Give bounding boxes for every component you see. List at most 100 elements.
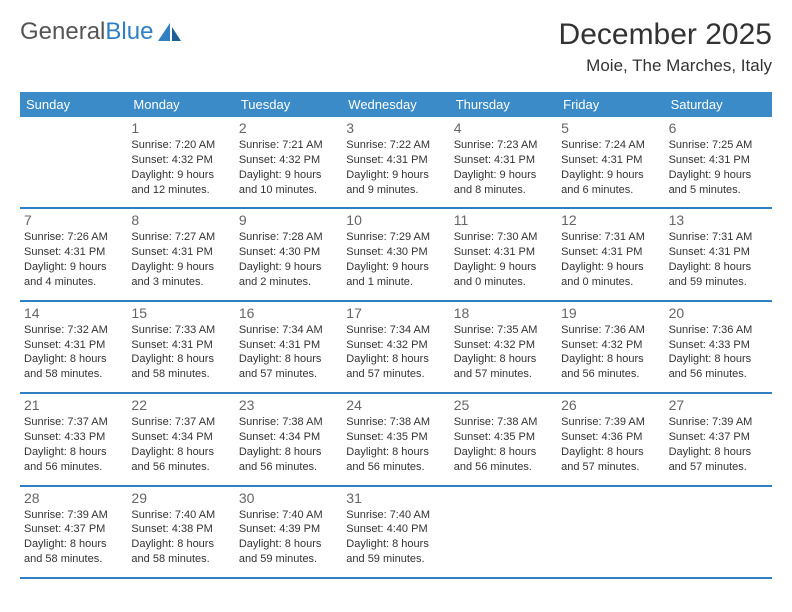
calendar-cell: 11 Sunrise: 7:30 AMSunset: 4:31 PMDayligh… — [450, 209, 557, 299]
logo-text: GeneralBlue — [20, 18, 153, 46]
info-line: Sunset: 4:31 PM — [561, 153, 660, 168]
day-headers-row: Sunday Monday Tuesday Wednesday Thursday… — [20, 92, 772, 117]
day-number: 28 — [24, 490, 123, 506]
day-header: Saturday — [665, 92, 772, 117]
info-line: Sunset: 4:31 PM — [131, 245, 230, 260]
info-line: Sunrise: 7:24 AM — [561, 138, 660, 153]
calendar-cell: 29Sunrise: 7:40 AMSunset: 4:38 PMDayligh… — [127, 487, 234, 577]
day-info: Sunrise: 7:40 AMSunset: 4:39 PMDaylight:… — [239, 508, 338, 567]
day-number: 11 — [454, 212, 553, 228]
info-line: and 56 minutes. — [561, 367, 660, 382]
calendar-cell: 23Sunrise: 7:38 AMSunset: 4:34 PMDayligh… — [235, 394, 342, 484]
weeks-container: 1Sunrise: 7:20 AMSunset: 4:32 PMDaylight… — [20, 117, 772, 579]
info-line: Sunrise: 7:20 AM — [131, 138, 230, 153]
info-line: and 56 minutes. — [346, 460, 445, 475]
info-line: Sunrise: 7:30 AM — [454, 230, 553, 245]
info-line: Daylight: 8 hours — [131, 537, 230, 552]
week-row: 7Sunrise: 7:26 AMSunset: 4:31 PMDaylight… — [20, 209, 772, 301]
day-info: Sunrise: 7:39 AMSunset: 4:37 PMDaylight:… — [24, 508, 123, 567]
day-info: Sunrise: 7:34 AMSunset: 4:31 PMDaylight:… — [239, 323, 338, 382]
info-line: Sunset: 4:35 PM — [346, 430, 445, 445]
info-line: Daylight: 8 hours — [561, 352, 660, 367]
calendar-cell: 14Sunrise: 7:32 AMSunset: 4:31 PMDayligh… — [20, 302, 127, 392]
week-row: 21Sunrise: 7:37 AMSunset: 4:33 PMDayligh… — [20, 394, 772, 486]
info-line: and 8 minutes. — [454, 183, 553, 198]
day-number: 25 — [454, 397, 553, 413]
day-header: Thursday — [450, 92, 557, 117]
info-line: Sunrise: 7:23 AM — [454, 138, 553, 153]
info-line: Daylight: 9 hours — [24, 260, 123, 275]
day-info: Sunrise: 7:37 AMSunset: 4:34 PMDaylight:… — [131, 415, 230, 474]
info-line: and 9 minutes. — [346, 183, 445, 198]
day-number: 22 — [131, 397, 230, 413]
info-line: Daylight: 8 hours — [561, 445, 660, 460]
calendar-cell: 3Sunrise: 7:22 AMSunset: 4:31 PMDaylight… — [342, 117, 449, 207]
info-line: and 58 minutes. — [131, 367, 230, 382]
info-line: and 59 minutes. — [239, 552, 338, 567]
day-info: Sunrise: 7:39 AMSunset: 4:36 PMDaylight:… — [561, 415, 660, 474]
day-info: Sunrise: 7:29 AMSunset: 4:30 PMDaylight:… — [346, 230, 445, 289]
info-line: Sunset: 4:31 PM — [239, 338, 338, 353]
info-line: Sunrise: 7:40 AM — [346, 508, 445, 523]
info-line: Sunset: 4:31 PM — [669, 153, 768, 168]
day-info: Sunrise: 7:23 AMSunset: 4:31 PMDaylight:… — [454, 138, 553, 197]
info-line: Sunrise: 7:38 AM — [454, 415, 553, 430]
day-number: 13 — [669, 212, 768, 228]
info-line: Daylight: 9 hours — [239, 168, 338, 183]
day-number: 15 — [131, 305, 230, 321]
day-number: 19 — [561, 305, 660, 321]
day-number: 4 — [454, 120, 553, 136]
location: Moie, The Marches, Italy — [559, 56, 772, 76]
calendar-cell: 21Sunrise: 7:37 AMSunset: 4:33 PMDayligh… — [20, 394, 127, 484]
info-line: Sunset: 4:37 PM — [24, 522, 123, 537]
info-line: Sunset: 4:37 PM — [669, 430, 768, 445]
info-line: Sunset: 4:32 PM — [239, 153, 338, 168]
title-block: December 2025 Moie, The Marches, Italy — [559, 18, 772, 76]
day-info: Sunrise: 7:21 AMSunset: 4:32 PMDaylight:… — [239, 138, 338, 197]
info-line: Daylight: 8 hours — [24, 445, 123, 460]
calendar-cell: 31Sunrise: 7:40 AMSunset: 4:40 PMDayligh… — [342, 487, 449, 577]
info-line: and 0 minutes. — [454, 275, 553, 290]
info-line: and 1 minute. — [346, 275, 445, 290]
logo: GeneralBlue — [20, 18, 183, 46]
info-line: Sunset: 4:31 PM — [454, 153, 553, 168]
day-number: 3 — [346, 120, 445, 136]
day-info: Sunrise: 7:32 AMSunset: 4:31 PMDaylight:… — [24, 323, 123, 382]
info-line: Sunset: 4:38 PM — [131, 522, 230, 537]
info-line: Sunrise: 7:40 AM — [239, 508, 338, 523]
info-line: Sunrise: 7:39 AM — [669, 415, 768, 430]
info-line: Sunrise: 7:29 AM — [346, 230, 445, 245]
info-line: Daylight: 8 hours — [669, 352, 768, 367]
month-title: December 2025 — [559, 18, 772, 52]
info-line: Daylight: 8 hours — [346, 445, 445, 460]
day-info: Sunrise: 7:36 AMSunset: 4:33 PMDaylight:… — [669, 323, 768, 382]
day-number: 6 — [669, 120, 768, 136]
day-number: 1 — [131, 120, 230, 136]
info-line: Sunrise: 7:27 AM — [131, 230, 230, 245]
info-line: and 4 minutes. — [24, 275, 123, 290]
info-line: and 57 minutes. — [669, 460, 768, 475]
info-line: Sunset: 4:35 PM — [454, 430, 553, 445]
calendar-cell: 26Sunrise: 7:39 AMSunset: 4:36 PMDayligh… — [557, 394, 664, 484]
logo-text-part1: General — [20, 18, 105, 45]
info-line: and 2 minutes. — [239, 275, 338, 290]
calendar-cell: 5Sunrise: 7:24 AMSunset: 4:31 PMDaylight… — [557, 117, 664, 207]
day-info: Sunrise: 7:26 AMSunset: 4:31 PMDaylight:… — [24, 230, 123, 289]
info-line: Sunset: 4:40 PM — [346, 522, 445, 537]
info-line: Daylight: 8 hours — [454, 445, 553, 460]
info-line: Daylight: 8 hours — [24, 352, 123, 367]
info-line: Daylight: 9 hours — [454, 168, 553, 183]
day-info: Sunrise: 7:38 AMSunset: 4:35 PMDaylight:… — [346, 415, 445, 474]
info-line: Sunset: 4:33 PM — [669, 338, 768, 353]
day-number: 29 — [131, 490, 230, 506]
calendar-cell: 28 Sunrise: 7:39 AMSunset: 4:37 PMDayligh… — [20, 487, 127, 577]
info-line: Sunrise: 7:28 AM — [239, 230, 338, 245]
info-line: Daylight: 8 hours — [239, 445, 338, 460]
day-number: 30 — [239, 490, 338, 506]
day-info: Sunrise: 7:39 AMSunset: 4:37 PMDaylight:… — [669, 415, 768, 474]
calendar-cell: 19Sunrise: 7:36 AMSunset: 4:32 PMDayligh… — [557, 302, 664, 392]
info-line: Sunrise: 7:38 AM — [239, 415, 338, 430]
day-number: 5 — [561, 120, 660, 136]
day-info: Sunrise: 7:30 AMSunset: 4:31 PMDaylight:… — [454, 230, 553, 289]
info-line: Sunset: 4:31 PM — [24, 338, 123, 353]
